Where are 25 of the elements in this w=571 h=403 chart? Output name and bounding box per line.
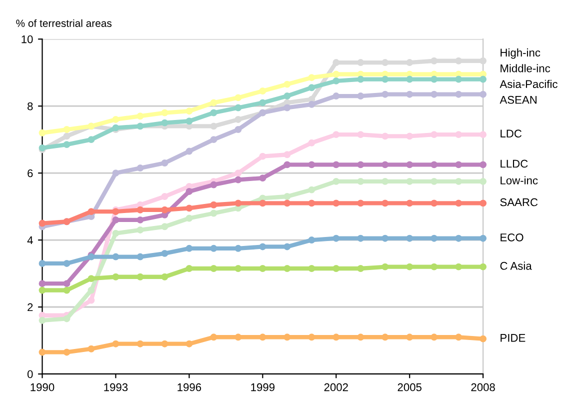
series-label: High-inc xyxy=(500,48,540,59)
y-tick-label: 8 xyxy=(28,102,33,110)
series-label: PIDE xyxy=(500,334,526,342)
series-label: ASEAN xyxy=(500,96,536,104)
y-tick-label: 6 xyxy=(28,169,33,178)
series-label: Middle-inc xyxy=(500,64,550,72)
series-label: SAARC xyxy=(500,198,538,206)
x-tick-label: 2002 xyxy=(324,383,348,392)
x-tick-label: 1996 xyxy=(178,383,202,392)
x-tick-label: 1990 xyxy=(30,383,54,392)
y-axis-title: % of terrestrial areas xyxy=(16,19,112,27)
series-label: Asia-Pacific xyxy=(500,80,558,88)
y-tick-label: 0 xyxy=(27,370,33,378)
series-label: LLDC xyxy=(500,160,528,168)
y-tick-label: 2 xyxy=(28,303,33,312)
x-tick-label: 1999 xyxy=(251,383,274,392)
series-label: Low-inc xyxy=(500,176,538,184)
y-tick-label: 4 xyxy=(27,236,33,244)
y-tick-label: 10 xyxy=(22,35,33,44)
series-label: LDC xyxy=(500,130,522,138)
series-label: ECO xyxy=(500,233,524,242)
x-tick-label: 1993 xyxy=(104,383,128,392)
x-tick-label: 2005 xyxy=(398,383,422,392)
series-label: C Asia xyxy=(500,262,532,270)
x-tick-label: 2008 xyxy=(471,383,495,392)
